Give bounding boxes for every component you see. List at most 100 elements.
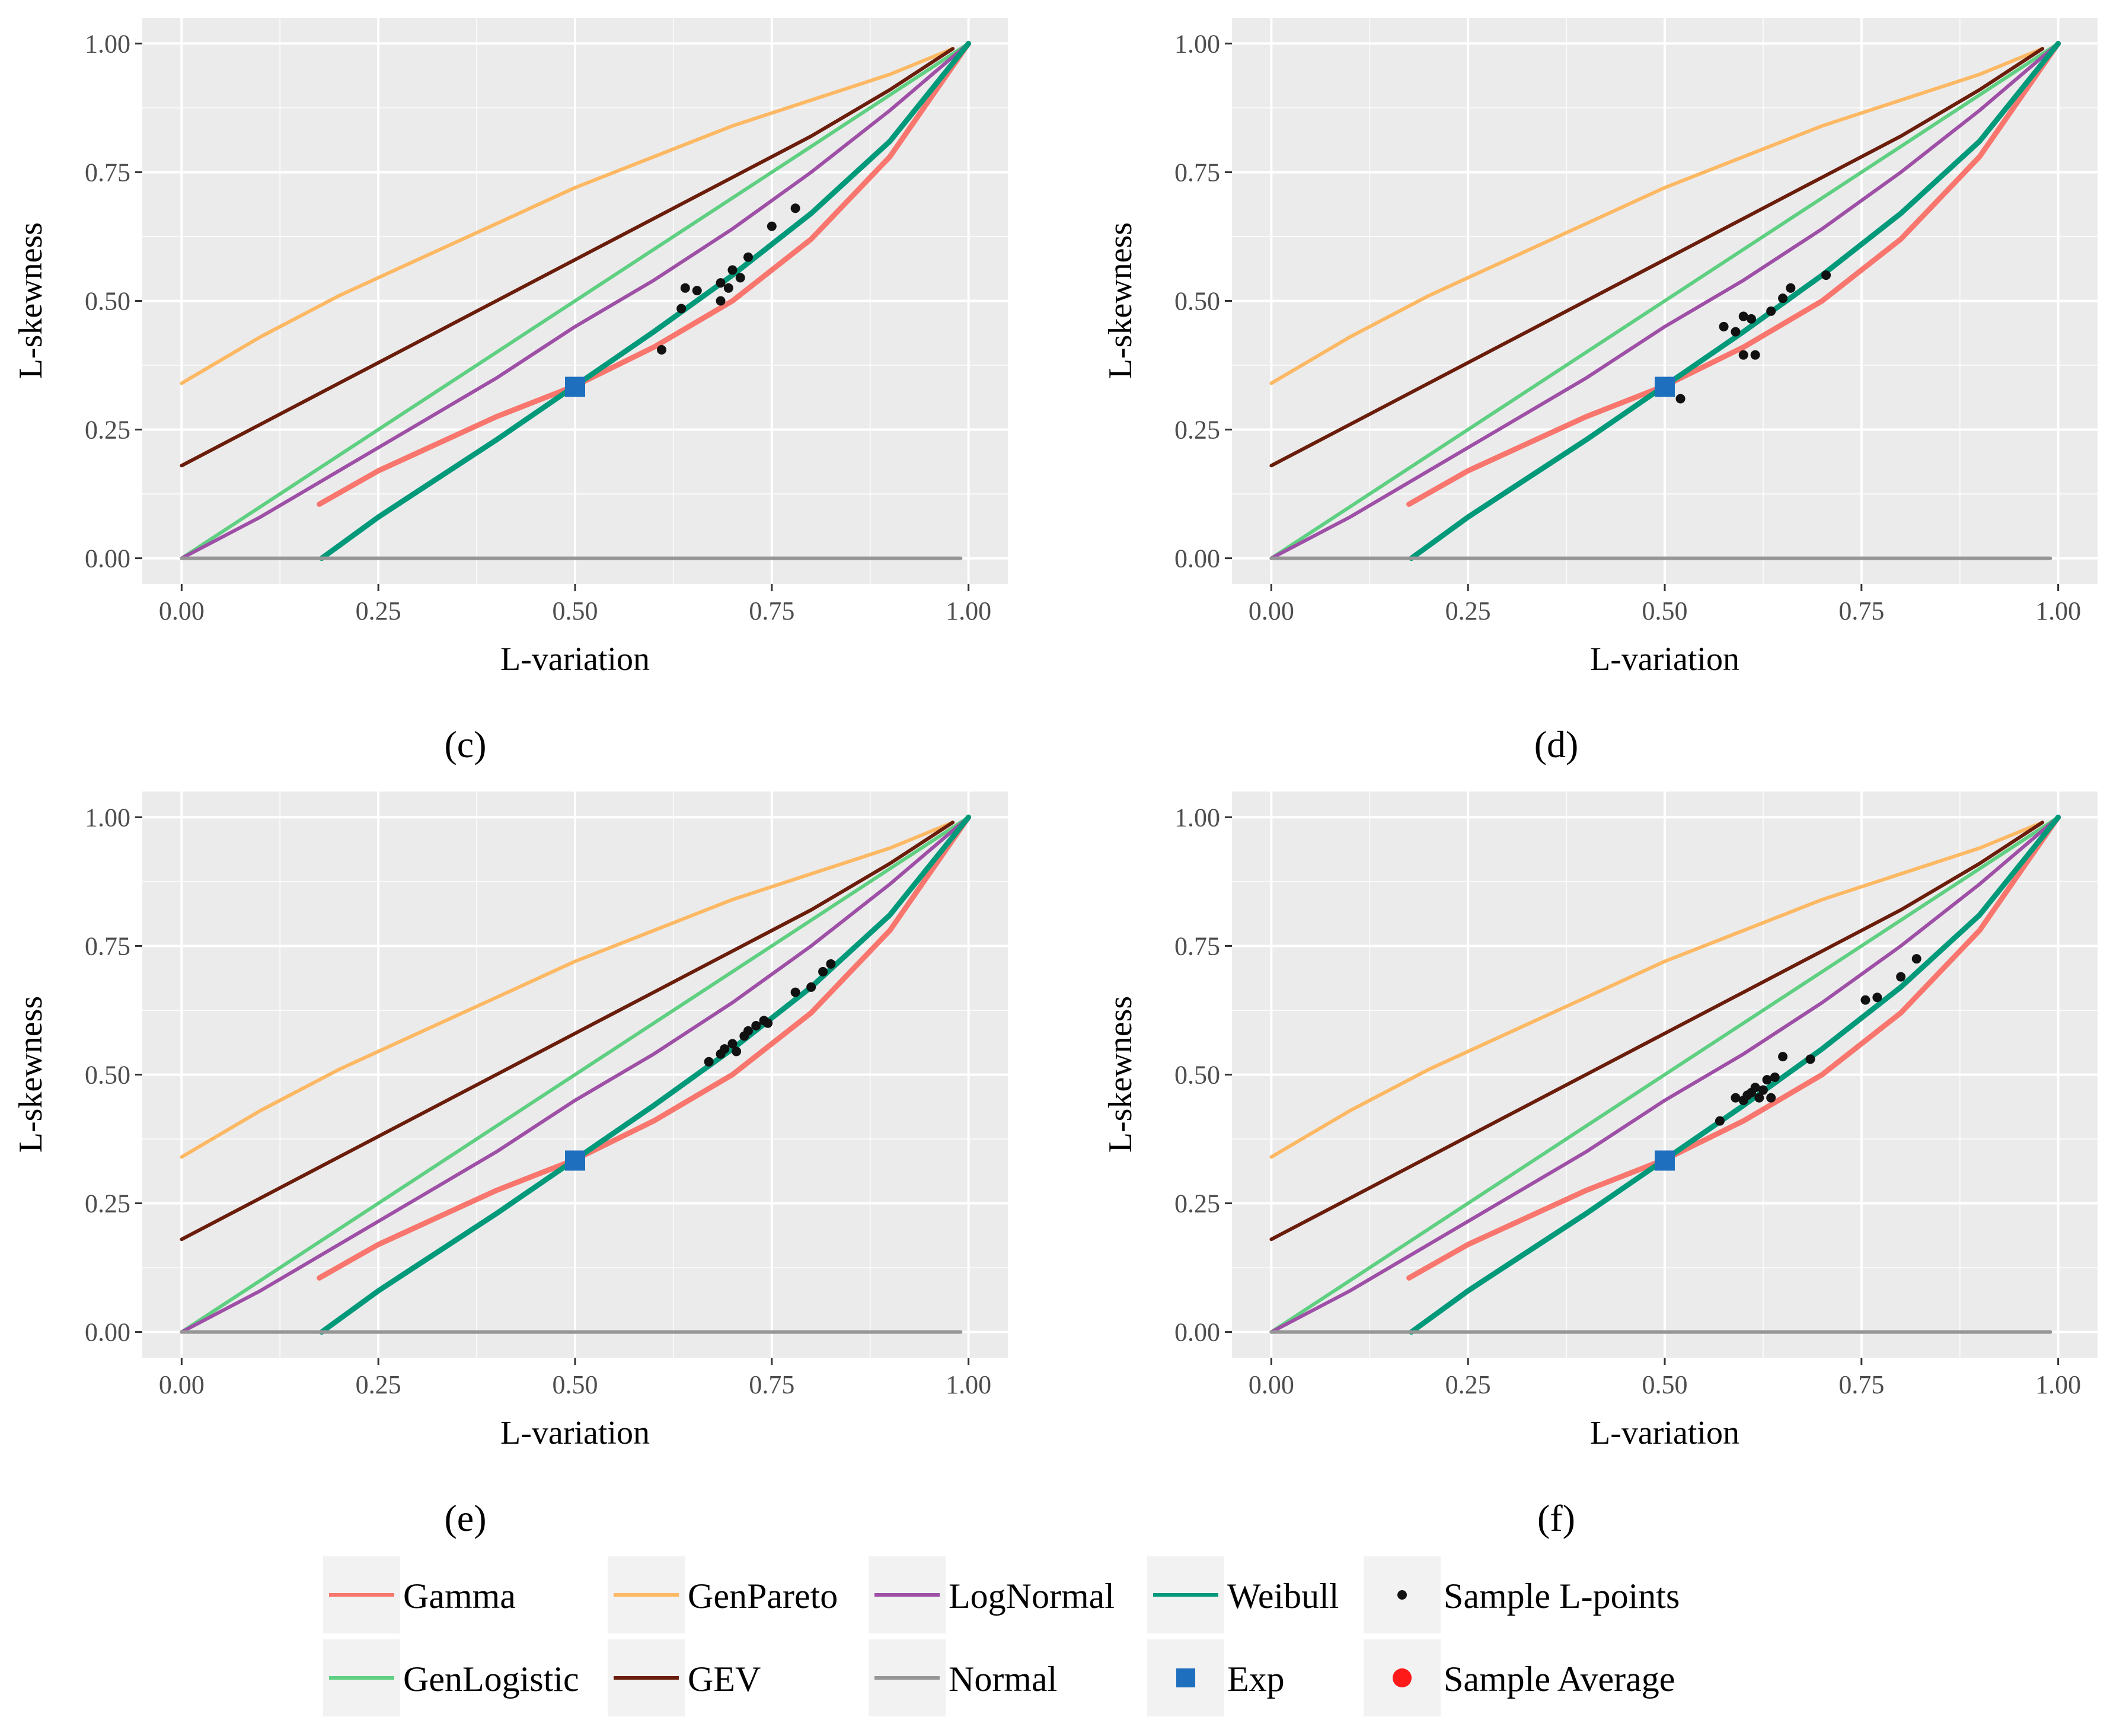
series-line-genpareto [1269,47,2045,385]
series-line-gev [180,821,955,1242]
series-line-genpareto [180,821,955,1159]
legend-label: Sample L-points [1444,1577,1680,1616]
y-tick-label: 0.75 [1174,931,1220,960]
series-line-gev [1269,821,2045,1242]
series-line-weibull [319,814,972,1335]
x-tick-label: 0.75 [1838,596,1884,626]
panel-label: (c) [444,723,486,765]
sample-l-point [1911,954,1921,964]
sample-points-layer [1675,270,1831,404]
exp-layer [1655,1150,1675,1171]
sample-l-point [790,203,800,213]
series-line-gamma [317,814,972,1281]
legend-label: Sample Average [1444,1660,1675,1699]
exp-point [1655,1150,1675,1171]
x-tick-label: 0.25 [1445,1370,1491,1399]
series-line-genlogistic [1269,42,2060,560]
x-tick-label: 0.50 [553,596,598,626]
y-axis-title: L-skewness [1102,222,1139,379]
sample-l-point [735,273,745,283]
y-tick-label: 0.50 [85,1061,130,1090]
sample-l-point [720,1044,730,1054]
y-tick-label: 0.75 [1174,158,1220,187]
sample-l-point [723,283,733,293]
sample-l-point [1738,350,1748,360]
legend-item-gamma: Gamma [323,1556,516,1633]
y-tick-label: 1.00 [85,803,130,832]
y-tick-label: 0.00 [1174,1318,1220,1347]
sample-l-point [727,1039,738,1049]
series-line-genlogistic [180,815,971,1334]
legend-item-normal: Normal [869,1639,1057,1716]
series-line-gev [180,47,955,468]
series-line-lognormal [1269,815,2060,1334]
x-tick-label: 1.00 [2035,596,2081,626]
x-tick-label: 0.00 [159,1370,205,1399]
x-axis-title: L-variation [500,641,650,678]
sample-l-point [1715,1116,1725,1126]
panel-label: (e) [444,1497,486,1539]
y-tick-label: 0.25 [85,1189,130,1218]
x-tick-labels: 0.00 0.25 0.50 0.75 1.00 [1249,1358,2081,1399]
y-tick-label: 1.00 [85,29,130,58]
series-line-gev [1269,47,2045,468]
y-tick-label: 0.25 [1174,1189,1220,1218]
y-tick-label: 0.75 [85,931,130,960]
sample-l-point [751,1021,761,1031]
sample-l-point [1770,1072,1780,1082]
y-axis-title: L-skewness [1102,996,1139,1153]
sample-l-point [1719,321,1729,331]
panel: 0.00 0.25 0.50 0.75 1.00 0.00 0.25 0.50 0.75 1.0… [12,792,1008,1539]
legend-key-dot [1393,1668,1412,1687]
sample-l-point [1786,283,1796,293]
series-line-genlogistic [1269,815,2060,1334]
x-axis-title: L-variation [1590,641,1739,678]
y-tick-label: 0.00 [1174,544,1220,573]
series-line-weibull [1409,40,2061,561]
exp-point [565,376,585,397]
legend-item-sample-l-points: Sample L-points [1364,1556,1680,1633]
series-line-gamma [1406,40,2061,507]
sample-l-point [743,252,753,262]
y-tick-label: 0.75 [85,158,130,187]
x-tick-label: 0.75 [1838,1370,1884,1399]
sample-l-point [727,265,738,275]
x-tick-label: 1.00 [946,1370,991,1399]
legend-item-gev: GEV [608,1639,761,1716]
y-axis-title: L-skewness [12,222,49,379]
sample-l-point [1762,1075,1772,1085]
exp-point [1655,376,1675,397]
legend-label: LogNormal [949,1577,1115,1616]
y-tick-label: 0.00 [85,1318,130,1347]
sample-l-point [1750,350,1760,360]
sample-l-point [657,344,666,355]
series-line-genlogistic [180,42,971,560]
x-tick-label: 0.75 [749,596,794,626]
sample-l-point [763,1018,773,1028]
legend-item-genlogistic: GenLogistic [323,1639,579,1716]
y-tick-labels: 0.00 0.25 0.50 0.75 1.00 [85,29,142,573]
sample-l-point [1896,972,1906,982]
sample-l-point [818,966,828,976]
series-line-lognormal [180,815,971,1334]
x-axis-title: L-variation [500,1415,650,1451]
sample-l-point [676,304,687,314]
sample-l-point [716,296,726,306]
series-line-lognormal [1269,42,2060,560]
sample-points-layer [704,959,836,1067]
panel: 0.00 0.25 0.50 0.75 1.00 0.00 0.25 0.50 0.75 1.0… [1102,18,2098,765]
series-layer [1269,40,2061,561]
sample-l-point [1731,327,1741,337]
x-tick-label: 0.50 [1642,1370,1688,1399]
y-tick-label: 0.00 [85,544,130,573]
series-line-gamma [1406,814,2061,1281]
x-tick-label: 0.25 [1445,596,1491,626]
x-tick-label: 1.00 [2035,1370,2081,1399]
series-line-genpareto [1269,821,2045,1159]
y-tick-label: 0.25 [85,416,130,445]
legend-label: GEV [688,1660,761,1699]
exp-layer [565,376,585,397]
sample-l-point [1805,1054,1815,1064]
y-tick-label: 1.00 [1174,803,1220,832]
series-line-lognormal [180,42,971,560]
